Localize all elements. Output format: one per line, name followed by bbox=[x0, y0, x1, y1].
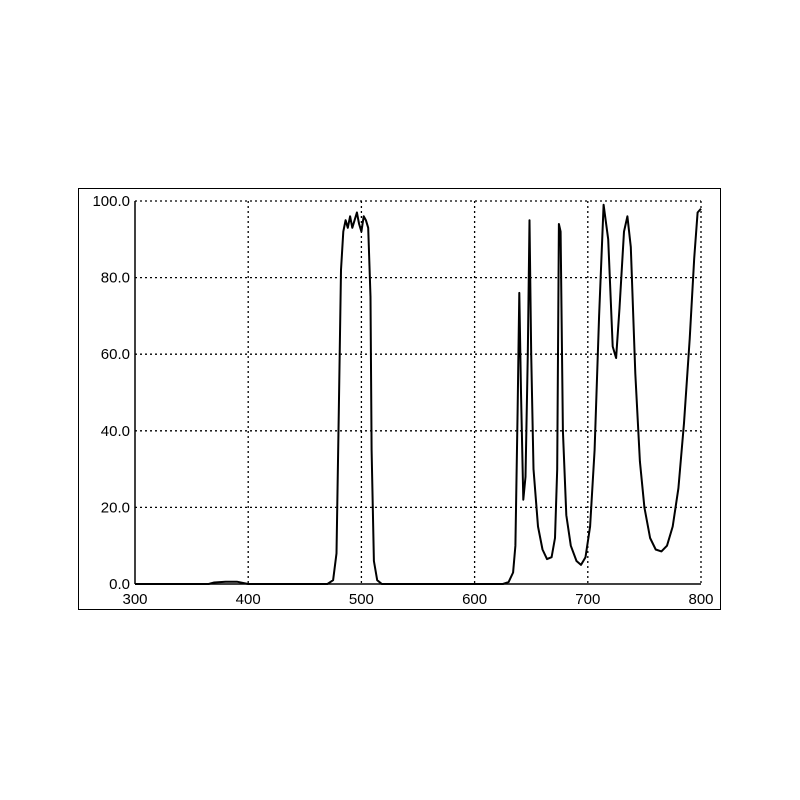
x-tick-label: 500 bbox=[349, 591, 374, 608]
y-tick-label: 0.0 bbox=[109, 576, 130, 593]
x-tick-label: 800 bbox=[688, 591, 713, 608]
transmission-curve bbox=[135, 203, 702, 585]
x-tick-label: 700 bbox=[575, 591, 600, 608]
x-tick-label: 300 bbox=[122, 591, 147, 608]
chart-frame bbox=[78, 188, 721, 610]
y-tick-label: 80.0 bbox=[101, 270, 130, 287]
y-tick-label: 60.0 bbox=[101, 346, 130, 363]
x-tick-label: 600 bbox=[462, 591, 487, 608]
y-tick-label: 40.0 bbox=[101, 423, 130, 440]
y-tick-label: 20.0 bbox=[101, 499, 130, 516]
y-tick-label: 100.0 bbox=[92, 193, 130, 210]
x-tick-label: 400 bbox=[236, 591, 261, 608]
